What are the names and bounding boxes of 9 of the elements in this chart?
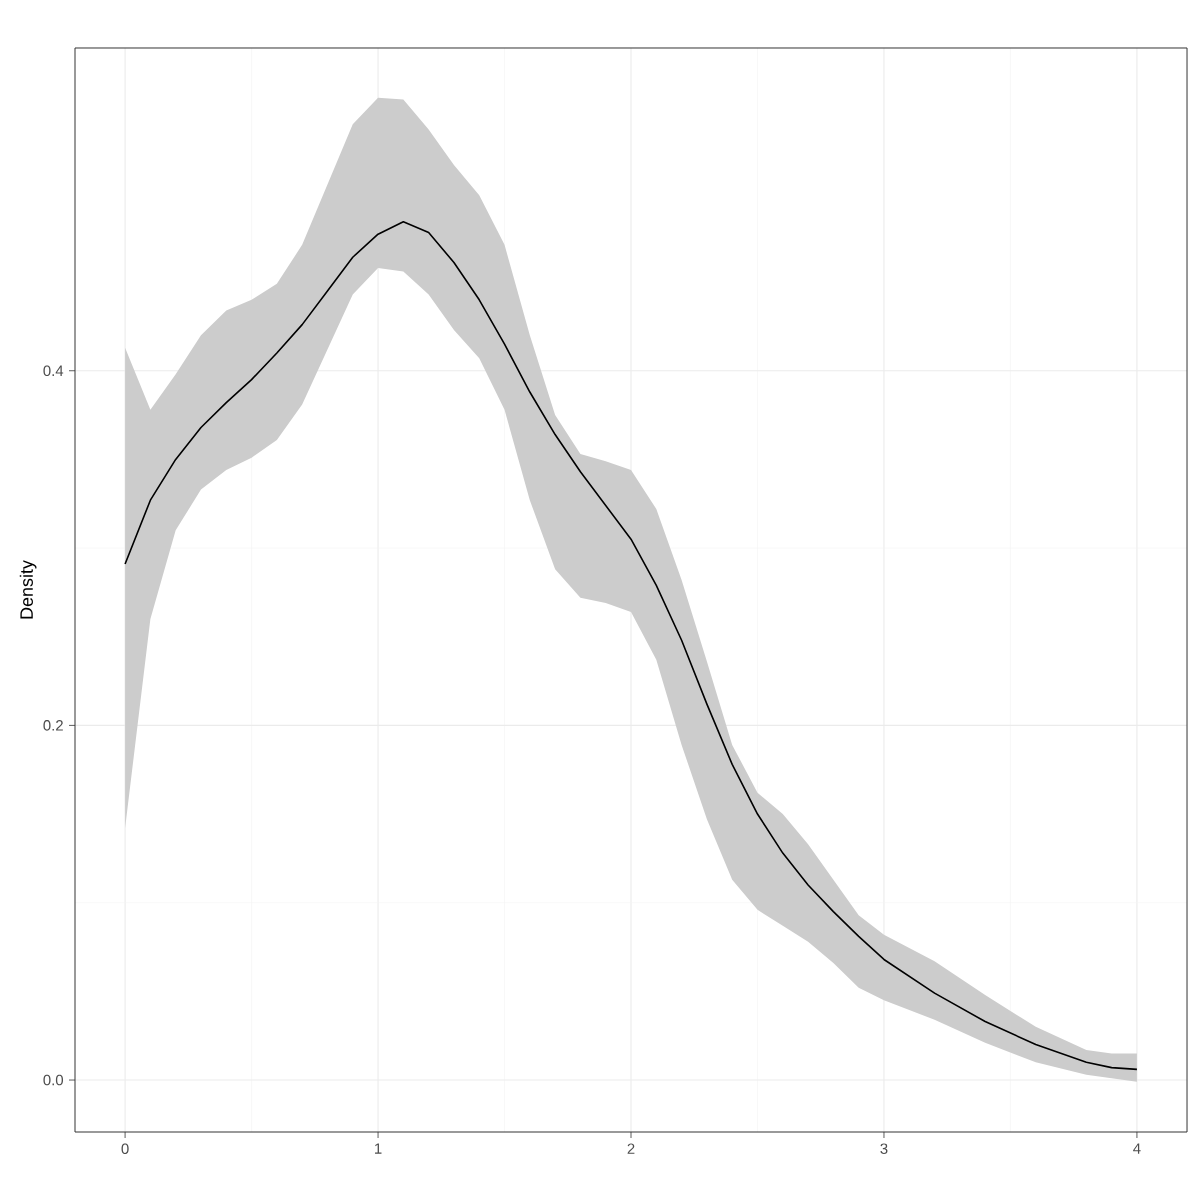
x-tick-label: 1 <box>375 1143 382 1154</box>
x-tick-label: 0 <box>121 1143 129 1154</box>
y-tick-label: 0.4 <box>43 365 64 377</box>
x-tick-label: 4 <box>1133 1143 1141 1154</box>
y-tick-label: 0.2 <box>43 720 63 731</box>
y-axis-title: Density <box>19 560 37 619</box>
y-tick-label: 0.0 <box>43 1074 64 1086</box>
x-tick-label: 3 <box>880 1143 888 1154</box>
x-tick-label: 2 <box>627 1143 635 1154</box>
